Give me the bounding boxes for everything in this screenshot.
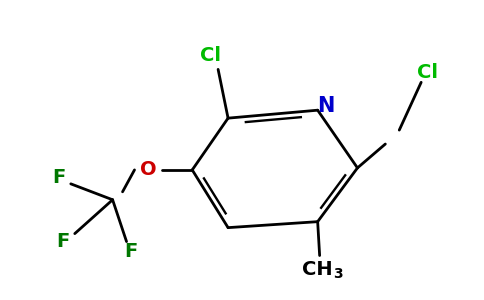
Text: Cl: Cl xyxy=(199,46,221,65)
Text: F: F xyxy=(52,168,65,188)
Text: CH: CH xyxy=(302,260,333,279)
Text: O: O xyxy=(140,160,157,179)
Text: F: F xyxy=(56,232,70,251)
Text: Cl: Cl xyxy=(417,63,438,82)
Text: F: F xyxy=(124,242,137,261)
Text: 3: 3 xyxy=(333,267,342,281)
Text: N: N xyxy=(317,96,334,116)
